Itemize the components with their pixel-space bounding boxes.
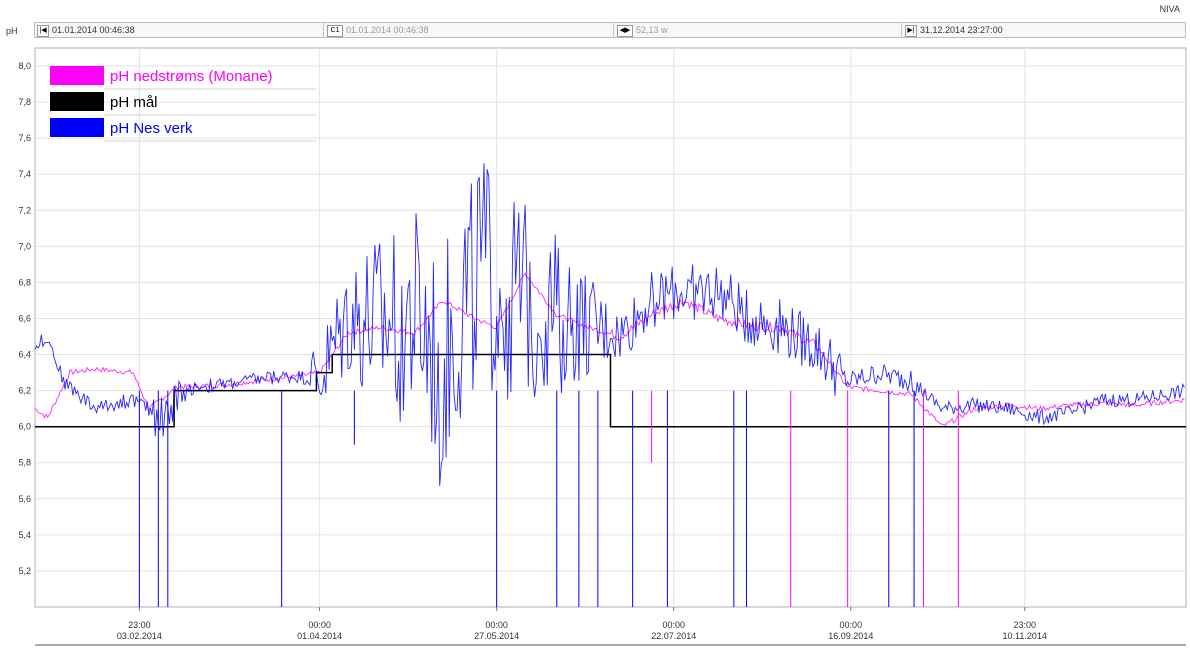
y-tick-label: 5,4: [18, 530, 31, 540]
y-tick-label: 5,8: [18, 458, 31, 468]
start-time-value: 01.01.2014 00:46:38: [52, 25, 135, 35]
x-tick-time: 00:00: [840, 620, 863, 630]
y-axis-unit: pH: [6, 26, 18, 36]
y-tick-label: 6,4: [18, 350, 31, 360]
x-tick-label: 22.07.2014: [651, 631, 696, 641]
skip-end-icon[interactable]: ▶|: [905, 24, 917, 37]
skip-start-icon[interactable]: |◀: [37, 24, 49, 37]
span-value: 52,13 w: [636, 25, 668, 35]
y-tick-label: 6,6: [18, 313, 31, 323]
cursor-time-value: 01.01.2014 00:46:38: [346, 25, 429, 35]
end-time-control[interactable]: ▶| 31.12.2014 23:27:00: [905, 23, 1003, 37]
legend-label: pH nedstrøms (Monane): [110, 68, 273, 85]
legend: pH nedstrøms (Monane) pH mål pH Nes verk: [50, 66, 316, 142]
x-tick-label: 03.02.2014: [117, 631, 162, 641]
brand-label: NIVA: [1159, 4, 1180, 14]
time-toolbar: |◀ 01.01.2014 00:46:38 C1 01.01.2014 00:46…: [34, 22, 1186, 38]
series-line-ph-mal: [35, 353, 1186, 428]
legend-label: pH Nes verk: [110, 120, 193, 137]
series-line-ph-nedstroms: [34, 272, 1185, 426]
y-tick-label: 7,2: [18, 205, 31, 215]
plot-area: [34, 47, 1187, 608]
toolbar-divider: [613, 23, 614, 37]
y-tick-label: 5,6: [18, 494, 31, 504]
x-tick-time: 23:00: [128, 620, 151, 630]
y-tick-label: 6,2: [18, 386, 31, 396]
y-tick-label: 5,2: [18, 566, 31, 576]
end-time-value: 31.12.2014 23:27:00: [920, 25, 1003, 35]
x-tick-time: 23:00: [1013, 620, 1036, 630]
cursor-c1-icon[interactable]: C1: [327, 24, 343, 37]
x-tick-time: 00:00: [308, 620, 331, 630]
x-tick-label: 10.11.2014: [1003, 631, 1047, 641]
legend-swatch: [50, 66, 104, 85]
y-tick-label: 8,0: [18, 61, 31, 71]
x-tick-label: 27.05.2014: [474, 631, 519, 641]
legend-swatch: [50, 118, 104, 137]
toolbar-divider: [323, 23, 324, 37]
x-tick-time: 00:00: [662, 620, 685, 630]
x-tick-label: 16.09.2014: [828, 631, 873, 641]
cursor-control[interactable]: C1 01.01.2014 00:46:38: [327, 23, 429, 37]
y-tick-label: 7,8: [18, 97, 31, 107]
legend-label: pH mål: [110, 94, 158, 111]
y-tick-label: 6,0: [18, 422, 31, 432]
y-tick-label: 7,0: [18, 241, 31, 251]
series-line-ph-nes-verk: [34, 163, 1185, 486]
y-tick-label: 7,4: [18, 169, 31, 179]
legend-swatch: [50, 92, 104, 111]
span-arrows-icon[interactable]: ◀▶: [617, 24, 633, 37]
start-time-control[interactable]: |◀ 01.01.2014 00:46:38: [37, 23, 135, 37]
x-tick-time: 00:00: [485, 620, 508, 630]
toolbar-divider: [901, 23, 902, 37]
x-tick-label: 01.04.2014: [297, 631, 342, 641]
span-control[interactable]: ◀▶ 52,13 w: [617, 23, 668, 37]
y-tick-label: 7,6: [18, 133, 31, 143]
y-tick-label: 6,8: [18, 277, 31, 287]
